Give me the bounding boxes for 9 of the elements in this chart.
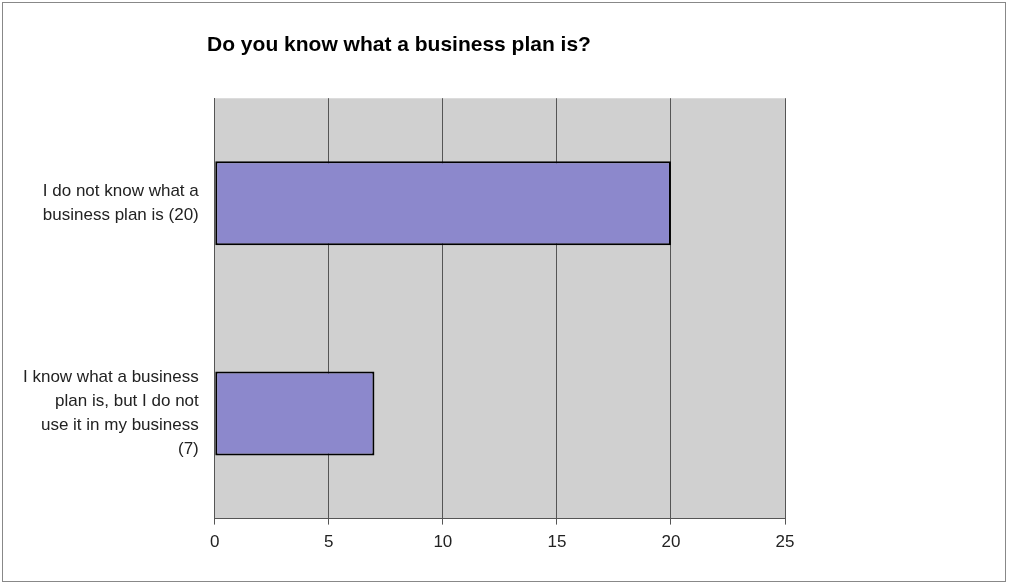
x-tick-label: 25 — [775, 532, 795, 552]
x-tick-label: 15 — [547, 532, 567, 552]
x-tick-label: 5 — [324, 532, 334, 552]
chart-title: Do you know what a business plan is? — [207, 32, 591, 56]
x-tick-label: 20 — [661, 532, 681, 552]
x-tick-label: 10 — [433, 532, 453, 552]
y-tick-label: I know what a business plan is, but I do not use it in my business (7) — [23, 367, 200, 458]
y-tick-label: I do not know what a business plan is (20) — [42, 181, 200, 224]
x-tick-label: 0 — [210, 532, 220, 552]
